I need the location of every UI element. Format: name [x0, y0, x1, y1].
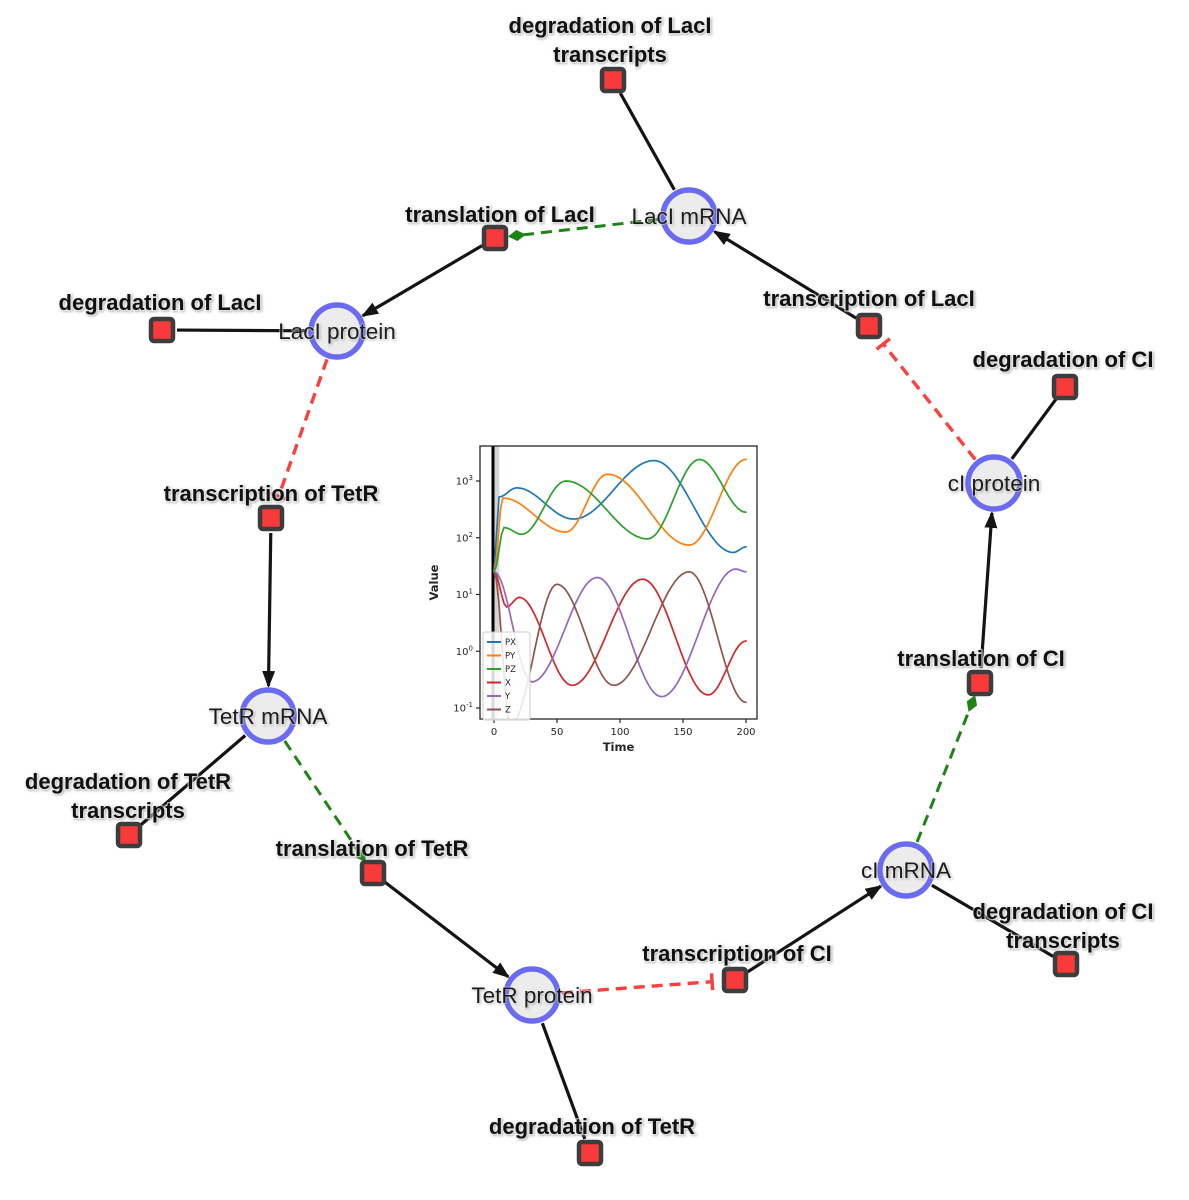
- edge-ci-protein-transc-laci-inhibition: [875, 337, 977, 461]
- edge-deg-tetr-transcripts-tetr-mrna-consumption: [139, 734, 247, 827]
- reaction-label-transl-tetr: translation of TetR: [276, 836, 469, 861]
- legend-label-PY: PY: [505, 652, 516, 662]
- series-line-Y: [493, 568, 747, 698]
- y-tick-label: 102: [456, 531, 473, 545]
- species-node-ci-mrna: [877, 841, 935, 899]
- species-label-tetr-mrna: TetR mRNA: [209, 704, 328, 729]
- legend-label-PX: PX: [505, 638, 516, 648]
- legend-box: [482, 631, 531, 721]
- species-node-laci-protein: [308, 302, 366, 360]
- labels-layer: degradation of LacI transcripts translatio…: [24, 12, 1155, 1141]
- reaction-label-deg-tetr: degradation of TetR: [489, 1114, 695, 1139]
- x-tick-label: 50: [551, 727, 564, 738]
- y-axis-title: Value: [427, 564, 441, 600]
- axis-ticks-layer: 0 50 100 150 200 10-1 100 101 102 103: [453, 474, 755, 738]
- series-line-X: [493, 570, 747, 696]
- species-node-laci-mrna: [660, 187, 718, 245]
- edge-transl-laci-laci-protein-production: [361, 244, 483, 318]
- legend-label-PZ: PZ: [505, 665, 516, 675]
- nodes-layer: [115, 66, 1080, 1167]
- reaction-label-transc-laci: transcription of LacI: [763, 286, 974, 311]
- reaction-node-transc-laci: [855, 312, 883, 340]
- legend-label-Y: Y: [504, 692, 511, 702]
- x-tick-label: 150: [673, 727, 692, 738]
- y-tick-label: 100: [456, 644, 473, 658]
- reaction-node-deg-laci: [148, 316, 176, 344]
- reaction-label-transl-ci: translation of CI: [897, 646, 1064, 671]
- species-label-ci-protein: cI protein: [948, 471, 1041, 496]
- plot-series-layer: [491, 446, 747, 719]
- y-tick-label: 103: [456, 474, 473, 488]
- species-label-tetr-protein: TetR protein: [471, 983, 592, 1008]
- edge-transl-ci-ci-protein-production: [979, 510, 998, 669]
- edge-deg-ci-transcripts-ci-mrna-consumption: [931, 883, 1054, 958]
- series-line-PX: [493, 459, 747, 573]
- reaction-label-deg-ci: degradation of CI: [973, 347, 1154, 372]
- species-label-laci-mrna: LacI mRNA: [631, 204, 746, 229]
- species-node-tetr-protein: [503, 966, 561, 1024]
- edge-laci-mrna-transl-laci-modifier: [507, 217, 660, 241]
- plot-legend: PX PY PZ XYZ: [482, 631, 531, 721]
- edge-deg-tetr-tetr-protein-consumption: [540, 1022, 587, 1140]
- edges-layer: [139, 92, 1058, 1140]
- reaction-node-deg-ci-transcripts: [1052, 950, 1080, 978]
- edge-deg-ci-ci-protein-consumption: [1010, 398, 1058, 460]
- series-line-Z: [493, 570, 747, 719]
- species-label-ci-mrna: cI mRNA: [861, 858, 951, 883]
- reaction-label-transl-laci: translation of LacI: [405, 202, 594, 227]
- reaction-label-deg-laci: degradation of LacI: [59, 290, 262, 315]
- edge-transl-tetr-tetr-protein-production: [383, 880, 510, 979]
- y-tick-label: 10-1: [453, 701, 473, 715]
- x-tick-label: 0: [491, 727, 497, 738]
- legend-label-X: X: [505, 679, 511, 689]
- edge-tetr-protein-transc-ci-inhibition: [561, 973, 715, 995]
- edge-laci-protein-transc-tetr-inhibition: [270, 358, 329, 501]
- edge-deg-laci-laci-protein-consumption: [176, 328, 308, 333]
- x-axis-title: Time: [603, 740, 635, 754]
- reaction-label-deg-tetr-transcripts: degradation of TetR transcripts: [25, 769, 231, 823]
- reaction-label-deg-laci-transcripts: degradation of LacI transcripts: [509, 13, 712, 67]
- reaction-node-deg-laci-transcripts: [599, 66, 627, 94]
- reaction-node-transc-ci: [721, 966, 749, 994]
- series-line-PZ: [493, 458, 747, 573]
- species-node-ci-protein: [965, 454, 1023, 512]
- x-tick-label: 200: [736, 727, 755, 738]
- reaction-label-transc-ci: transcription of CI: [642, 941, 831, 966]
- reaction-node-transl-laci: [481, 224, 509, 252]
- edge-transc-tetr-tetr-mrna-production: [262, 532, 276, 689]
- reaction-node-transc-tetr: [257, 504, 285, 532]
- inset-plot-canvas: 0 50 100 150 20010-1100101102103TimeValuePXP…: [427, 445, 758, 754]
- legend-label-Z: Z: [505, 706, 511, 716]
- edge-deg-laci-transcripts-laci-mrna-consumption: [618, 92, 676, 191]
- reaction-label-transc-tetr: transcription of TetR: [164, 481, 379, 506]
- reaction-node-deg-ci: [1051, 373, 1079, 401]
- edge-ci-mrna-transl-ci-modifier: [915, 695, 978, 843]
- inset-plot: 0 50 100 150 200 10-1 100 101 102 103 Time Value PX P…: [425, 438, 773, 770]
- reaction-node-transl-tetr: [359, 859, 387, 887]
- reaction-label-deg-ci-transcripts: degradation of CI transcripts: [973, 899, 1154, 953]
- species-node-tetr-mrna: [239, 687, 297, 745]
- x-tick-label: 100: [610, 727, 629, 738]
- edge-transc-laci-laci-mrna-production: [712, 230, 858, 320]
- species-label-laci-protein: LacI protein: [278, 319, 396, 344]
- edge-tetr-mrna-transl-tetr-modifier: [283, 740, 366, 863]
- edge-transc-ci-ci-mrna-production: [746, 884, 883, 974]
- reaction-node-transl-ci: [966, 669, 994, 697]
- reaction-node-deg-tetr-transcripts: [115, 821, 143, 849]
- reaction-node-deg-tetr: [576, 1139, 604, 1167]
- y-tick-label: 101: [456, 588, 473, 602]
- series-line-PY: [493, 458, 747, 573]
- plot-frame: [479, 445, 758, 720]
